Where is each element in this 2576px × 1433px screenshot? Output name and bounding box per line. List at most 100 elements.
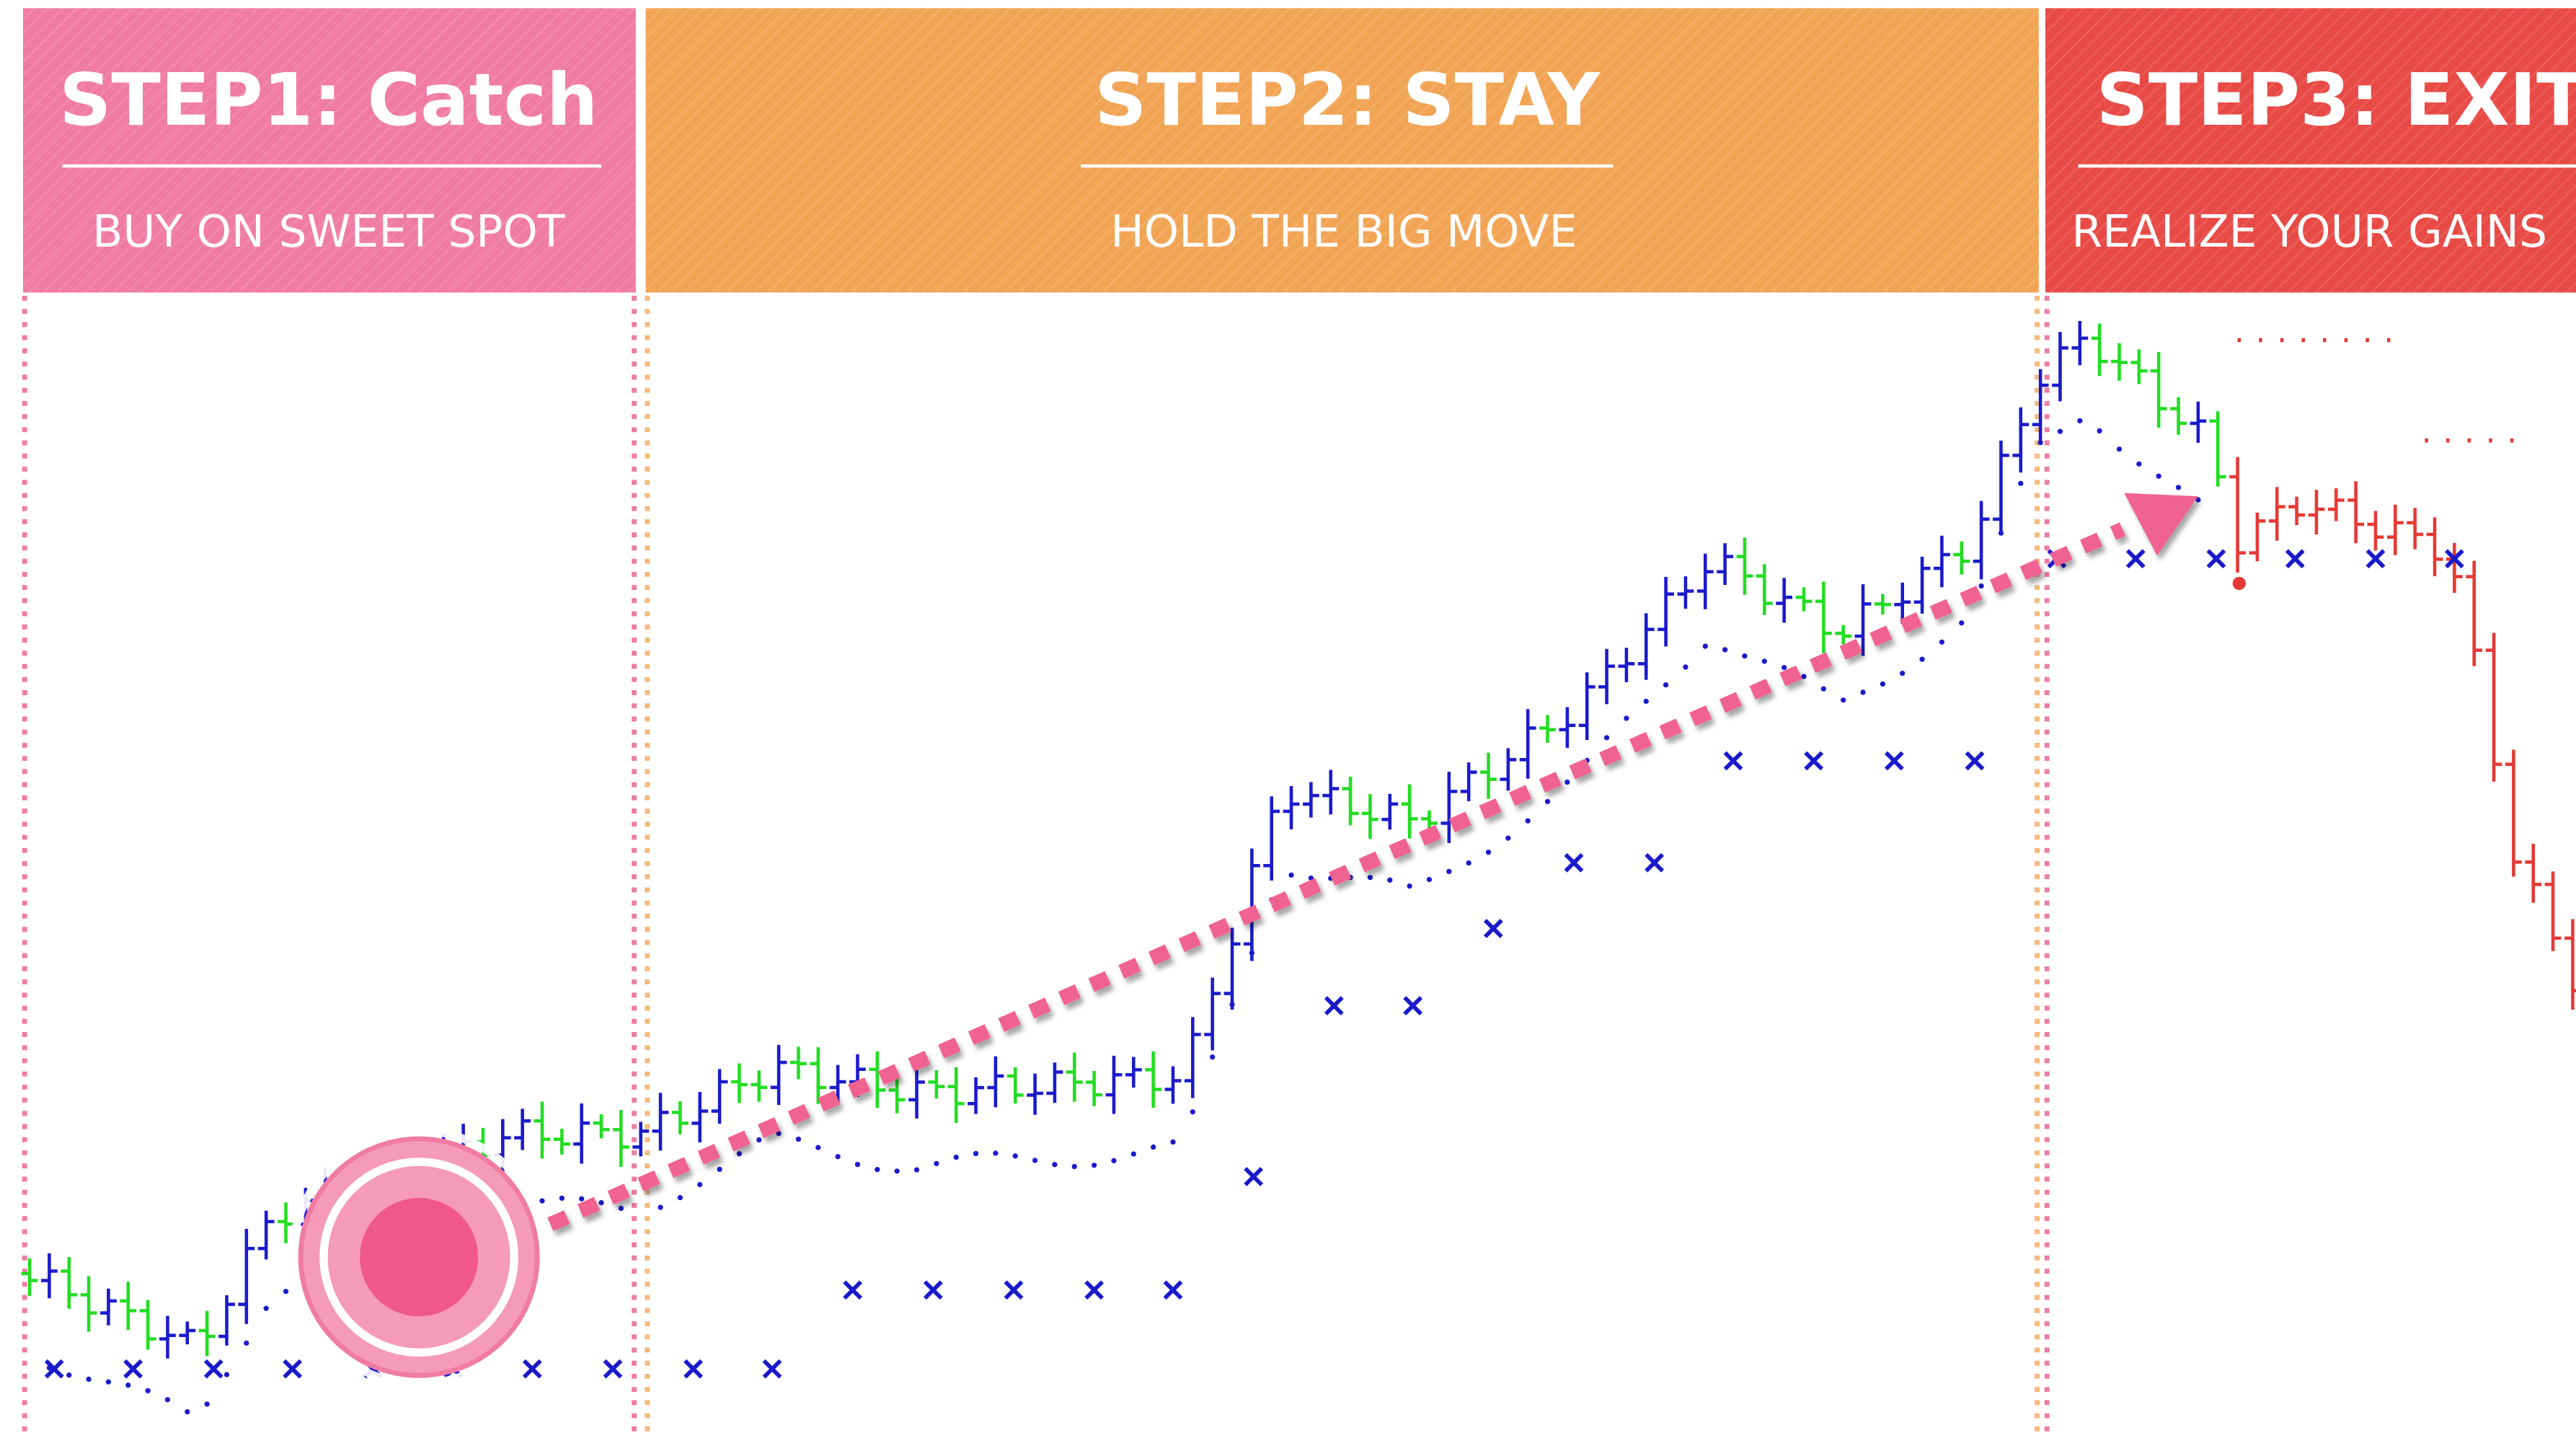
bar [1795, 587, 1813, 612]
stop-dot [2195, 497, 2201, 503]
bar [2170, 397, 2187, 435]
stop-x [123, 1359, 143, 1379]
stop-x [1723, 751, 1743, 771]
bar [1953, 541, 1970, 575]
bar [1618, 648, 1635, 682]
bar [810, 1047, 827, 1104]
stop-dot [2097, 428, 2102, 434]
stop-dot [756, 1137, 762, 1143]
stop-dot [776, 1131, 782, 1137]
bar [2426, 517, 2443, 577]
price-bars [21, 321, 2576, 1359]
bar [1776, 578, 1793, 623]
bar [1283, 785, 1300, 829]
stop-dot [1742, 653, 1748, 659]
bar [652, 1093, 669, 1151]
stop-dot [1860, 689, 1866, 695]
bar [2249, 512, 2266, 562]
stop-dot [697, 1181, 703, 1188]
bar [751, 1070, 768, 1102]
bar [711, 1069, 728, 1124]
bar [1519, 709, 1536, 779]
stop-dot [66, 1372, 72, 1378]
stop-dot [2077, 418, 2083, 424]
stop-dot [86, 1376, 92, 1383]
stop-dot [1603, 735, 1610, 741]
stop-dot [2136, 461, 2142, 467]
stop-dot [1900, 670, 1906, 676]
stop-dot [1032, 1158, 1038, 1163]
stop-dot [2175, 485, 2182, 490]
bar [1145, 1051, 1162, 1108]
bar [61, 1257, 78, 1309]
stop-dot [223, 1372, 230, 1377]
bar [2367, 511, 2384, 551]
stop-dot [46, 1365, 53, 1371]
stop-x [1163, 1280, 1183, 1300]
bar [1440, 772, 1458, 843]
bar [1637, 613, 1655, 680]
bar [1381, 793, 1399, 830]
bar [2268, 487, 2285, 541]
stop-x [44, 1359, 64, 1379]
stop-dot [934, 1160, 939, 1167]
stop-x [923, 1280, 943, 1300]
stop-dot [1702, 643, 1708, 649]
stop-x [2444, 549, 2464, 569]
bar [1027, 1073, 1043, 1115]
stop-dot [1446, 868, 1452, 875]
stop-dot [1012, 1153, 1018, 1159]
stop-x [522, 1359, 542, 1379]
bar [1578, 672, 1595, 741]
stop-dot [1564, 779, 1570, 785]
bar [1717, 543, 1734, 586]
bar [2111, 343, 2128, 381]
stop-dot [1130, 1151, 1136, 1157]
bar [1756, 564, 1773, 615]
step-title: STEP1: Catch [59, 58, 598, 142]
stop-x [603, 1359, 623, 1379]
stop-dot [1071, 1163, 1077, 1170]
stop-x [843, 1280, 863, 1300]
stop-dot [1190, 1109, 1195, 1115]
stop-x [1324, 996, 1344, 1015]
stop-dot [2057, 428, 2063, 434]
bar [2150, 351, 2167, 428]
bar [514, 1108, 531, 1150]
stop-x [762, 1359, 782, 1379]
bar [869, 1051, 886, 1108]
bar [2485, 632, 2502, 782]
stop-dot [2018, 480, 2024, 486]
stop-dot [185, 1409, 190, 1415]
stop-x [1965, 751, 1985, 771]
bar [1874, 594, 1891, 615]
bar [1815, 581, 1832, 653]
bar [1322, 770, 1340, 815]
stop-x [1884, 751, 1904, 771]
bar [2525, 844, 2542, 903]
stop-dot [795, 1136, 802, 1142]
stop-dot [1880, 681, 1886, 687]
stop-dot [204, 1401, 210, 1407]
bar [1086, 1070, 1103, 1106]
stop-x [2125, 549, 2146, 569]
stop-x [1564, 852, 1584, 873]
stop-dot [1091, 1163, 1097, 1168]
step-subtitle: REALIZE YOUR GAINS [2071, 206, 2547, 257]
bar [1657, 576, 1674, 647]
stop-dot [736, 1151, 743, 1157]
stop-dot [1663, 682, 1669, 688]
bar [1500, 748, 1517, 791]
bar [139, 1300, 156, 1350]
bar [2229, 457, 2246, 573]
bar [1736, 537, 1753, 595]
bar [612, 1110, 629, 1167]
stop-dot [1820, 686, 1826, 692]
bar [1263, 796, 1280, 881]
stop-dot [105, 1379, 112, 1385]
bar [1973, 501, 1990, 580]
stop-dot [1919, 656, 1925, 662]
bar [1539, 715, 1556, 743]
bar [2347, 481, 2365, 544]
trend-arrow [547, 493, 2198, 1231]
